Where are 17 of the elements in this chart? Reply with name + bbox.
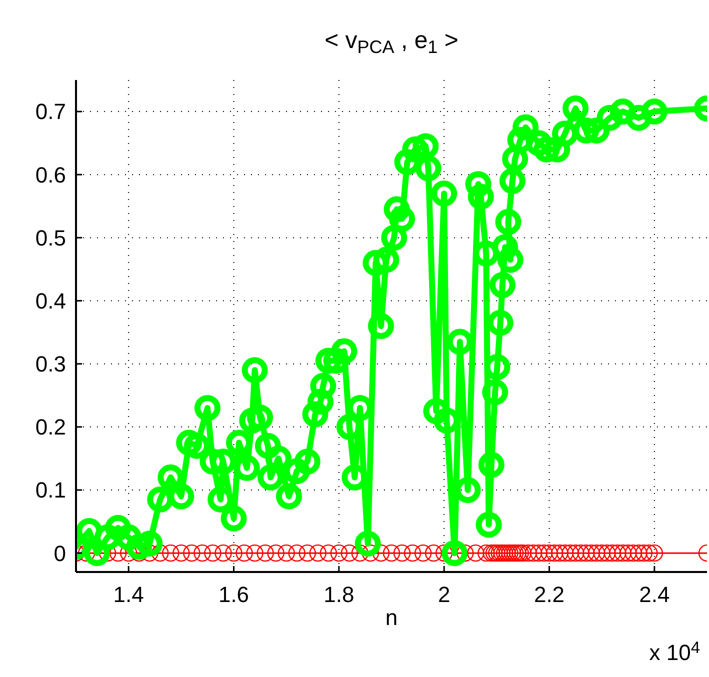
y-tick-label: 0 (54, 540, 66, 566)
chart-title: < v$_{PCA}$ , e$_{1}$ > (324, 27, 458, 58)
y-tick-label: 0.5 (35, 225, 66, 250)
x-tick-label: 1.4 (113, 582, 144, 607)
y-tick-label: 0.3 (35, 352, 66, 377)
x-tick-label: 1.6 (218, 582, 250, 607)
text: x 10$^{4}$ (649, 639, 700, 665)
x-tick-label: 2.2 (534, 582, 565, 607)
y-tick-label: 0.6 (35, 162, 66, 188)
y-tick-label: 0.1 (35, 478, 66, 503)
x-axis-title: n (385, 605, 398, 630)
x-tick-label: 2 (438, 582, 450, 607)
y-tick-label: 0.2 (35, 414, 66, 440)
x-tick-label: 2.4 (639, 582, 670, 607)
y-tick-label: 0.4 (35, 288, 66, 314)
y-tick-label: 0.7 (35, 99, 66, 124)
x-tick-label: 1.8 (324, 582, 354, 607)
